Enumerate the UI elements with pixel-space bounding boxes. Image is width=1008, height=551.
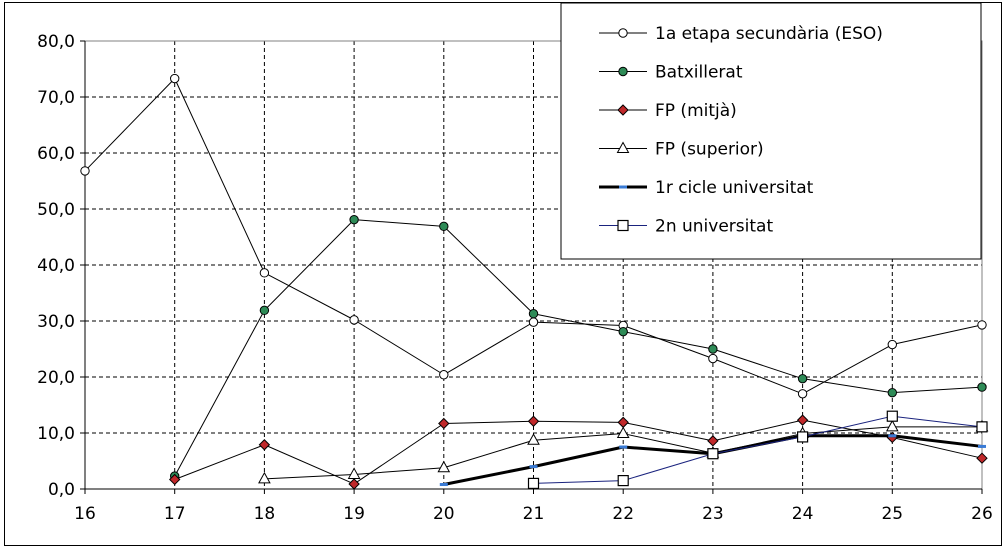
series-line (534, 416, 983, 483)
data-point (529, 310, 537, 318)
data-point (529, 478, 539, 488)
x-tick-label: 22 (612, 504, 634, 524)
data-point (978, 445, 986, 448)
data-point (708, 436, 718, 446)
data-point (529, 416, 539, 426)
data-point (530, 465, 538, 468)
x-tick-label: 26 (971, 504, 993, 524)
data-point (260, 269, 268, 277)
series-line (175, 420, 982, 484)
x-tick-label: 19 (343, 504, 365, 524)
y-tick-label: 20,0 (37, 368, 75, 388)
x-tick-label: 24 (792, 504, 814, 524)
data-point (978, 383, 986, 391)
data-point (798, 374, 806, 382)
data-point (618, 417, 628, 427)
data-point (171, 74, 179, 82)
legend: 1a etapa secundària (ESO) Batxillerat FP (… (561, 3, 981, 259)
data-point (888, 340, 896, 348)
x-tick-label: 23 (702, 504, 724, 524)
data-point (528, 434, 539, 444)
data-point (709, 345, 717, 353)
y-tick-label: 0,0 (48, 480, 75, 500)
legend-marker (619, 29, 627, 37)
data-point (798, 432, 808, 442)
y-tick-label: 30,0 (37, 312, 75, 332)
x-tick-label: 20 (433, 504, 455, 524)
x-tick-label: 21 (523, 504, 545, 524)
x-tick-label: 25 (881, 504, 903, 524)
legend-marker (619, 186, 627, 189)
data-point (977, 422, 987, 432)
data-point (529, 318, 537, 326)
data-point (887, 411, 897, 421)
data-point (618, 476, 628, 486)
data-point (888, 388, 896, 396)
legend-label: 1r cicle universitat (655, 178, 814, 198)
data-point (440, 222, 448, 230)
data-point (440, 371, 448, 379)
data-point (887, 421, 898, 431)
data-point (619, 446, 627, 449)
data-point (888, 434, 896, 437)
data-point (440, 483, 448, 486)
data-point (259, 473, 270, 483)
data-point (349, 468, 360, 478)
y-tick-label: 80,0 (37, 32, 75, 52)
data-point (349, 479, 359, 489)
legend-label: Batxillerat (655, 63, 743, 83)
x-tick-label: 18 (254, 504, 276, 524)
line-chart: 0,0 10,0 20,0 30,0 40,0 50,0 60,0 70,0 80,0 16 17 1… (5, 3, 1003, 547)
chart-frame: 0,0 10,0 20,0 30,0 40,0 50,0 60,0 70,0 80,0 16 17 1… (4, 2, 1002, 546)
data-point (798, 415, 808, 425)
data-point (439, 418, 449, 428)
series-3 (259, 421, 988, 483)
x-tick-label: 17 (164, 504, 186, 524)
x-tick-label: 16 (74, 504, 96, 524)
data-point (259, 440, 269, 450)
data-point (260, 306, 268, 314)
legend-marker (618, 221, 628, 231)
data-point (978, 321, 986, 329)
legend-label: 2n universitat (655, 217, 773, 237)
y-tick-label: 70,0 (37, 88, 75, 108)
y-tick-label: 10,0 (37, 424, 75, 444)
y-tick-label: 50,0 (37, 200, 75, 220)
series-5 (529, 411, 988, 488)
legend-label: 1a etapa secundària (ESO) (655, 24, 883, 44)
data-point (708, 449, 718, 459)
data-point (709, 354, 717, 362)
data-point (350, 215, 358, 223)
data-point (977, 453, 987, 463)
y-tick-label: 40,0 (37, 256, 75, 276)
y-tick-label: 60,0 (37, 144, 75, 164)
data-point (81, 167, 89, 175)
legend-label: FP (mitjà) (655, 101, 737, 121)
legend-marker (619, 67, 627, 75)
legend-label: FP (superior) (655, 140, 764, 160)
data-point (798, 390, 806, 398)
data-point (619, 327, 627, 335)
data-point (350, 316, 358, 324)
